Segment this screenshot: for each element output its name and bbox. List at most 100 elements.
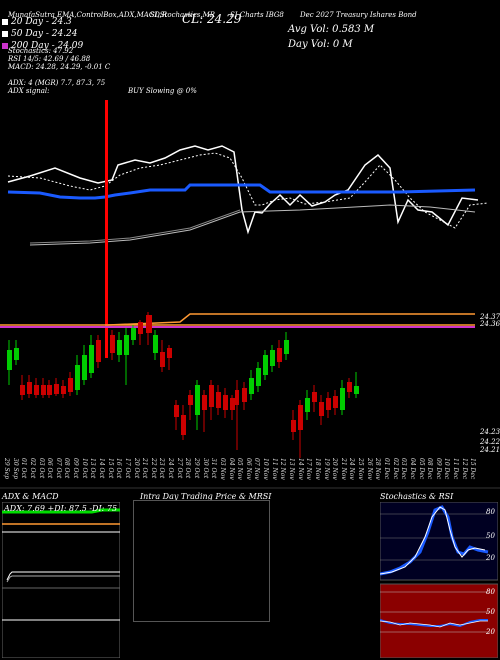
candle xyxy=(20,375,25,400)
date-label: 28 Oct xyxy=(184,458,192,479)
candle xyxy=(188,390,193,420)
candle xyxy=(235,380,239,450)
price-axis-label-bottom-1: 24.23 xyxy=(480,428,500,436)
date-label: 15 Dec xyxy=(469,458,477,480)
ema-20-label: 20 Day - 24.3 xyxy=(11,17,72,27)
candle xyxy=(27,375,32,398)
date-label: 03 Dec xyxy=(400,458,408,480)
ema-50-legend: 50 Day - 24.24 xyxy=(2,29,78,39)
stoch-rsi-panel: 80 50 20 80 50 20 xyxy=(380,502,498,658)
date-label: 12 Nov xyxy=(279,458,287,480)
candle xyxy=(41,378,46,398)
date-label: 06 Oct xyxy=(46,458,54,479)
candle xyxy=(110,330,115,360)
date-label: 02 Dec xyxy=(391,458,399,480)
adx-panel: ADX: 7.69 +DI: 87.5 -DI: 75 xyxy=(2,502,120,658)
date-label: 21 Oct xyxy=(141,458,149,479)
candle xyxy=(82,345,87,385)
adx-panel-svg xyxy=(2,502,120,658)
macd-line xyxy=(6,571,120,581)
candle xyxy=(298,400,303,458)
candle xyxy=(284,332,289,360)
date-label: 29 Oct xyxy=(193,458,200,479)
candles-group xyxy=(7,312,359,458)
orange-upper-line xyxy=(107,313,475,326)
candle xyxy=(230,395,235,420)
candle xyxy=(181,405,186,440)
date-label: 30 Sep xyxy=(11,458,19,480)
date-label: 13 Nov xyxy=(288,458,295,480)
candle xyxy=(354,372,359,398)
date-label: 14 Nov xyxy=(296,458,304,480)
candle xyxy=(89,335,94,378)
intraday-panel xyxy=(133,500,270,622)
stoch-axis-80: 80 xyxy=(486,508,495,516)
candle xyxy=(333,390,338,415)
close-price-label: CL: 24.29 xyxy=(182,12,242,26)
date-label: 14 Oct xyxy=(98,458,105,479)
date-label: 04 Nov xyxy=(227,458,235,480)
candle xyxy=(34,378,39,398)
price-axis-label-top-1: 24.37 xyxy=(480,313,500,321)
adx-value-label: ADX: 4 (MGR) 7.7, 87.3, 75 xyxy=(8,79,106,87)
date-label: 07 Nov xyxy=(253,458,261,480)
price-axis-label-top-2: 24.36 xyxy=(480,320,500,328)
candle xyxy=(340,380,345,415)
date-label: 03 Nov xyxy=(218,458,226,480)
adx-macd-title: ADX & MACD xyxy=(2,492,59,501)
date-label: 05 Nov xyxy=(236,458,244,480)
date-label: 10 Dec xyxy=(443,458,451,480)
date-label: 17 Nov xyxy=(305,458,313,480)
candle xyxy=(61,380,66,398)
date-label: 09 Oct xyxy=(72,458,80,479)
ema-50-label: 50 Day - 24.24 xyxy=(11,29,78,39)
candle xyxy=(174,400,179,430)
date-label: 22 Oct xyxy=(149,458,157,479)
rsi-white-line xyxy=(380,620,488,628)
candle xyxy=(167,345,172,370)
signal-bar xyxy=(105,100,108,358)
candle xyxy=(326,392,331,418)
header-left-title: MunafaSutra EMA,ControlBox,ADX,MACD,R xyxy=(8,11,168,19)
header-right-title: Dec 2027 Treasury Ishares Bond xyxy=(300,11,417,19)
gray-band-line xyxy=(29,204,476,246)
ema-50-swatch xyxy=(2,30,8,37)
date-label: 20 Nov xyxy=(331,458,339,480)
date-label: 18 Nov xyxy=(313,458,321,480)
candle xyxy=(131,325,136,345)
candle xyxy=(263,350,268,380)
date-label: 21 Nov xyxy=(339,458,347,480)
date-label: 16 Oct xyxy=(115,458,123,479)
macd-value-label: MACD: 24.28, 24.29, -0.01 C xyxy=(8,63,111,71)
header-symbol-title: SI Charts IBG8 xyxy=(230,11,284,19)
candle xyxy=(256,362,261,392)
gray-band-line-2 xyxy=(29,209,241,244)
stochastics-value-label: Stochastics: 47.92 xyxy=(8,47,74,55)
date-label: 05 Dec xyxy=(417,458,425,480)
date-label: 23 Oct xyxy=(158,458,166,479)
date-label: 31 Oct xyxy=(210,458,218,479)
candle xyxy=(138,320,143,345)
date-label: 03 Oct xyxy=(37,458,45,479)
candle xyxy=(223,388,228,418)
candle xyxy=(153,330,158,360)
candle xyxy=(146,312,152,345)
stoch-d-line xyxy=(380,506,486,575)
blue-trend-line xyxy=(7,183,476,200)
date-label: 06 Nov xyxy=(244,458,252,480)
intraday-title: Intra Day Trading Price & MRSI xyxy=(140,492,272,501)
candle xyxy=(216,385,221,415)
candle xyxy=(319,395,324,425)
candle xyxy=(209,380,214,420)
date-label: 19 Nov xyxy=(322,458,330,480)
rsi-axis-50: 50 xyxy=(486,608,495,616)
candle xyxy=(75,355,80,395)
rsi-line xyxy=(7,145,479,235)
candle xyxy=(312,385,317,412)
date-label: 25 Nov xyxy=(357,458,365,480)
ema-20-legend: 20 Day - 24.3 xyxy=(2,17,72,27)
candle xyxy=(47,380,52,398)
day-volume-label: Day Vol: 0 M xyxy=(288,39,353,50)
date-label: 10 Oct xyxy=(80,458,88,479)
